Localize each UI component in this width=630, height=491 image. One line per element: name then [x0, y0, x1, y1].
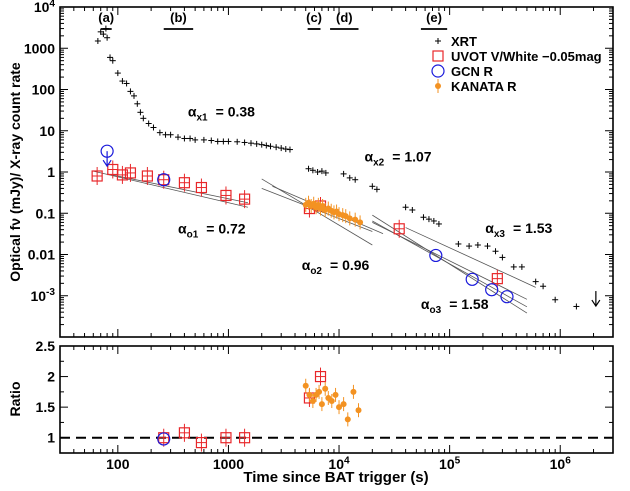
ratio-point — [350, 388, 357, 395]
ratio-point — [302, 382, 309, 389]
epoch-label: (c) — [306, 10, 322, 25]
epoch-label: (a) — [98, 10, 114, 25]
data-point — [500, 290, 514, 304]
legend-marker — [431, 64, 445, 78]
x-tick-label: 106 — [550, 455, 572, 472]
power-law-fit-line — [372, 222, 528, 300]
y-tick-label: 100 — [32, 82, 56, 98]
y-tick-label: 10 — [39, 123, 55, 139]
legend-label: XRT — [451, 34, 477, 49]
ratio-point — [336, 404, 343, 411]
slope-annotation: αx3 = 1.53 — [485, 220, 552, 240]
epoch-label: (b) — [170, 10, 187, 25]
y-tick-label: 1 — [47, 164, 55, 180]
y-tick-label: 1000 — [24, 40, 55, 56]
ratio-point — [355, 407, 362, 414]
data-point — [357, 219, 364, 226]
ratio-point — [306, 391, 313, 398]
x-axis-label: Time since BAT trigger (s) — [243, 469, 428, 486]
epoch-label: (d) — [336, 10, 353, 25]
upper-limit-arrowhead — [591, 299, 601, 308]
ratio-point — [318, 401, 325, 408]
x-tick-label: 1000 — [213, 456, 244, 472]
power-law-fit-line — [405, 227, 536, 288]
y-tick-label: 0.1 — [36, 205, 56, 221]
ratio-y-tick-label: 2.5 — [36, 338, 56, 354]
slope-annotation: αo1 = 0.72 — [178, 221, 246, 241]
ratio-point — [309, 398, 316, 405]
upper-limit-arrowhead — [102, 159, 112, 168]
y-axis-label: Optical fν (mJy)/ X-ray count rate — [7, 62, 23, 282]
ratio-point — [322, 385, 329, 392]
y-tick-label: 0.01 — [28, 247, 55, 263]
ratio-point — [340, 401, 347, 408]
ratio-point — [344, 416, 351, 423]
ratio-point — [328, 398, 335, 405]
x-tick-label: 100 — [106, 456, 130, 472]
y-tick-label: 104 — [34, 0, 56, 15]
data-point — [157, 173, 171, 187]
data-point — [352, 216, 359, 223]
slope-annotation: αo3 = 1.58 — [421, 296, 489, 316]
data-point — [346, 215, 353, 222]
ratio-point — [332, 391, 339, 398]
ratio-y-tick-label: 2 — [47, 369, 55, 385]
legend-marker — [435, 83, 441, 89]
ratio-point — [316, 388, 323, 395]
slope-annotation: αx1 = 0.38 — [188, 104, 255, 124]
data-point — [465, 272, 479, 286]
ratio-plot-frame — [59, 345, 614, 454]
legend-label: KANATA R — [451, 79, 517, 94]
ratio-point — [157, 432, 171, 446]
legend-label: GCN R — [451, 64, 494, 79]
epoch-label: (e) — [426, 10, 442, 25]
y-tick-label: 10-3 — [30, 287, 55, 304]
legend-marker — [432, 50, 444, 62]
ratio-y-tick-label: 1 — [47, 430, 55, 446]
data-point — [485, 283, 499, 297]
x-tick-label: 105 — [439, 455, 461, 472]
power-law-fit-line — [93, 170, 248, 208]
slope-annotation: αx2 = 1.07 — [365, 148, 432, 168]
slope-annotation: αo2 = 0.96 — [302, 257, 370, 277]
data-point — [429, 248, 443, 263]
ratio-y-tick-label: 1.5 — [36, 399, 56, 415]
legend-label: UVOT V/White −0.05mag — [451, 49, 602, 64]
ratio-y-axis-label: Ratio — [7, 382, 23, 417]
